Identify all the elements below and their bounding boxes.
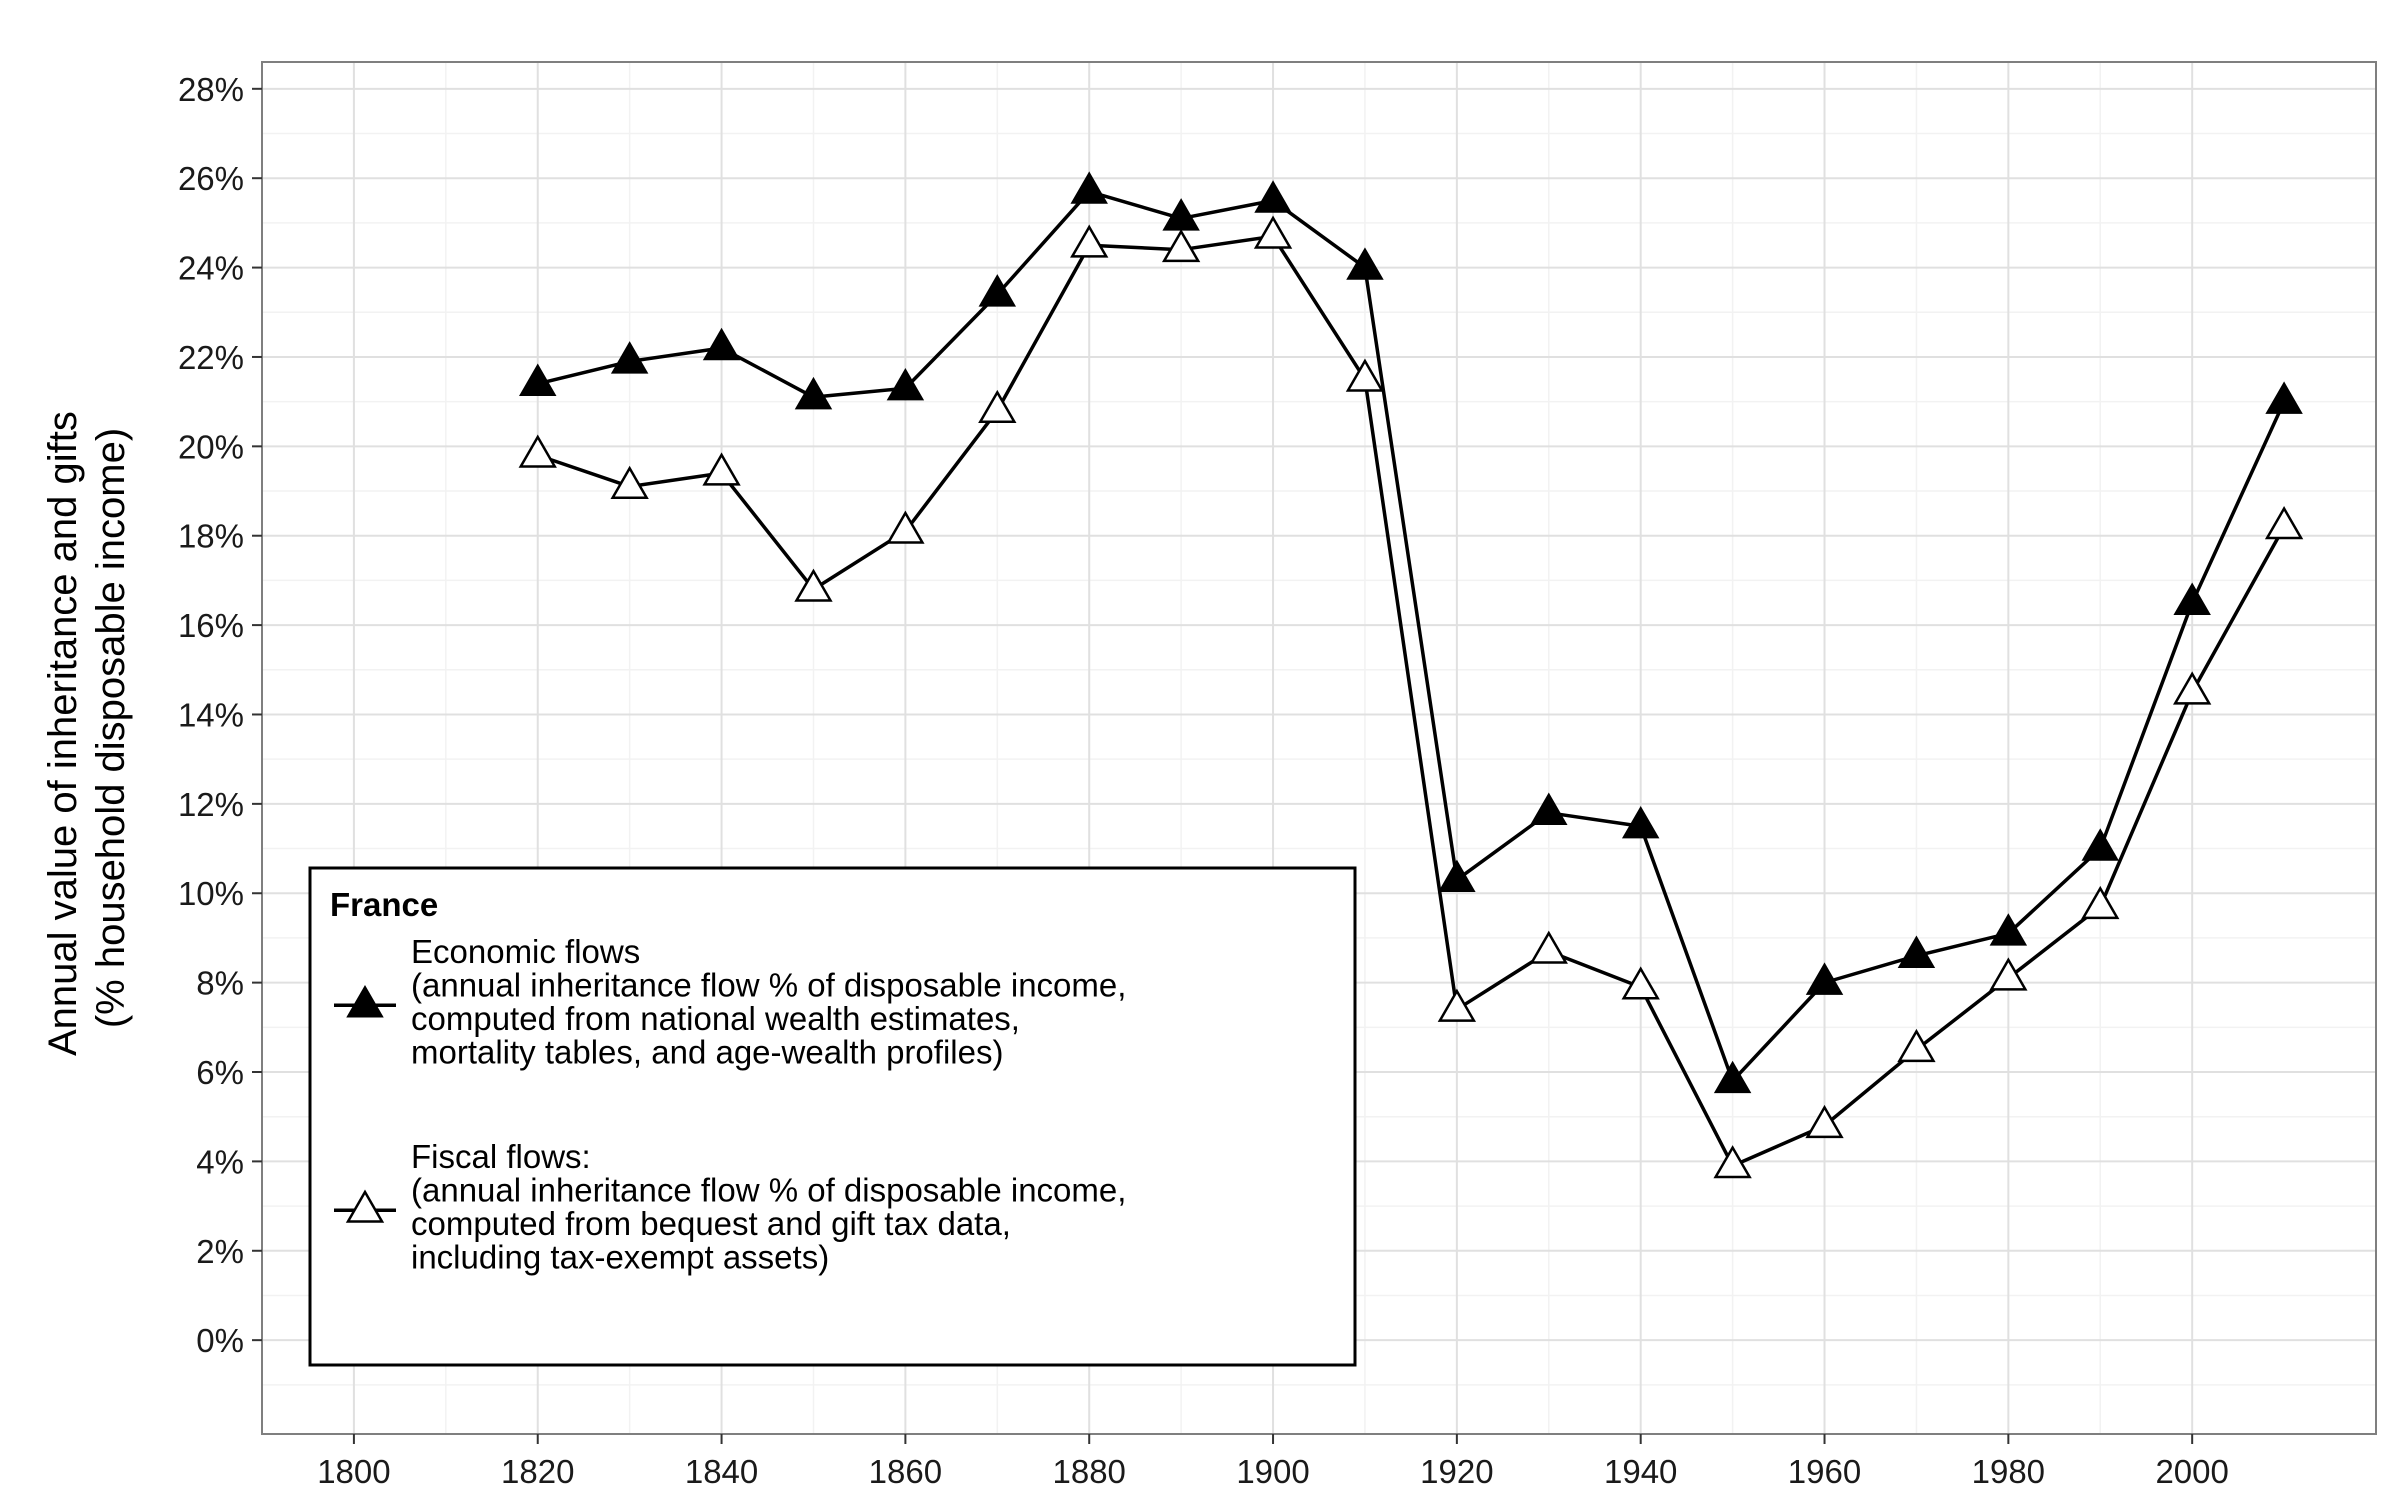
x-tick-label: 1880 [1053, 1453, 1126, 1490]
x-tick-label: 1900 [1236, 1453, 1309, 1490]
fiscal-flow-point [702, 452, 741, 486]
y-tick-label: 10% [178, 875, 244, 912]
economic-flow-point [519, 363, 557, 396]
x-tick-label: 1820 [501, 1453, 574, 1490]
x-tick-label: 1940 [1604, 1453, 1677, 1490]
fiscal-flow-point [1070, 224, 1109, 258]
fiscal-flow-point [1253, 215, 1293, 249]
series-fiscal-flows [518, 215, 2304, 1179]
y-axis-title-line-2: (% household disposable income) [89, 428, 133, 1028]
economic-flow-point [1346, 247, 1384, 280]
legend-text-line: computed from bequest and gift tax data, [411, 1205, 1011, 1242]
x-tick-label: 1800 [317, 1453, 390, 1490]
economic-flow-point [1897, 935, 1936, 968]
x-tick-label: 1960 [1788, 1453, 1861, 1490]
economic-flow-point [610, 341, 649, 374]
legend-text-line: mortality tables, and age-wealth profile… [411, 1034, 1003, 1071]
filled-triangle-icon [346, 984, 384, 1018]
y-tick-label: 6% [196, 1054, 244, 1091]
y-tick-label: 20% [178, 428, 244, 465]
fiscal-flow-point [2173, 671, 2212, 705]
fiscal-flow-point [610, 465, 649, 499]
economic-flow-point [1530, 792, 1568, 825]
fiscal-flow-point [1805, 1104, 1844, 1139]
legend: France Economic flows (annual inheritance… [308, 866, 1357, 1367]
y-tick-label: 28% [178, 71, 244, 108]
y-tick-label: 8% [196, 965, 244, 1002]
y-tick-label: 16% [178, 607, 244, 644]
fiscal-flow-point [2081, 885, 2120, 920]
legend-text-line: including tax-exempt assets) [411, 1239, 829, 1276]
economic-flow-point [1989, 913, 2028, 946]
x-tick-label: 1840 [685, 1453, 758, 1490]
fiscal-flow-point [518, 434, 557, 468]
y-tick-label: 26% [178, 160, 244, 197]
legend-box [308, 866, 1357, 1367]
fiscal-flow-point [978, 389, 1017, 424]
y-tick-label: 4% [196, 1143, 244, 1180]
fiscal-flow-point [1989, 957, 2028, 991]
legend-text-line: (annual inheritance flow % of disposable… [411, 1172, 1126, 1209]
economic-flow-point [978, 274, 1017, 307]
legend-entries: Economic flows (annual inheritance flow %… [334, 933, 1126, 1276]
y-axis-tick-labels: 0% 2% 4% 6% 8% 10% 12% 14% 16% 18% 20% 22% 24% 26% 28% [178, 71, 244, 1359]
economic-flow-point [1438, 859, 1476, 893]
legend-entry-text: Economic flows (annual inheritance flow %… [411, 933, 1126, 1071]
economic-flow-point [1070, 171, 1108, 204]
economic-flow-point [886, 367, 925, 401]
x-tick-label: 2000 [2155, 1453, 2228, 1490]
legend-text-line: Fiscal flows: [411, 1138, 591, 1175]
fiscal-flow-point [1345, 358, 1385, 392]
x-axis-tick-labels: 1800 1820 1840 1860 1880 1900 1920 1940 1960 1980… [317, 1453, 2229, 1490]
economic-flow-point [1805, 962, 1844, 995]
legend-entry-fiscal-flows: Fiscal flows: (annual inheritance flow % … [334, 1138, 1126, 1276]
fiscal-flow-point [886, 510, 925, 544]
fiscal-flow-point [794, 568, 833, 602]
y-tick-label: 0% [196, 1322, 244, 1359]
fiscal-flow-point [1437, 988, 1477, 1022]
x-tick-label: 1860 [869, 1453, 942, 1490]
legend-entry-economic-flows: Economic flows (annual inheritance flow %… [334, 933, 1126, 1071]
economic-flow-point [2265, 381, 2303, 414]
economic-flow-point [1713, 1060, 1752, 1094]
y-tick-label: 12% [178, 786, 244, 823]
fiscal-flow-point [1897, 1028, 1936, 1063]
legend-entry-text: Fiscal flows: (annual inheritance flow % … [411, 1138, 1126, 1276]
y-axis-title-line-1: Annual value of inheritance and gifts [41, 411, 85, 1056]
y-axis-title: Annual value of inheritance and gifts (%… [41, 400, 133, 1056]
y-tick-label: 18% [178, 518, 244, 555]
fiscal-flow-point [1529, 930, 1568, 964]
fiscal-flow-point [1621, 966, 1660, 1000]
y-tick-label: 22% [178, 339, 244, 376]
legend-text-line: (annual inheritance flow % of disposable… [411, 967, 1126, 1004]
economic-flow-point [2081, 828, 2119, 861]
fiscal-flow-point [2264, 506, 2304, 540]
series-line [537, 189, 2286, 1083]
y-tick-label: 24% [178, 250, 244, 287]
economic-flow-point [1254, 180, 1292, 213]
hollow-triangle-icon [345, 1189, 385, 1223]
fiscal-flow-point [1713, 1145, 1752, 1179]
economic-flow-point [2173, 582, 2211, 615]
axis-ticks [252, 87, 2194, 1444]
legend-text-line: computed from national wealth estimates, [411, 1000, 1020, 1037]
x-tick-label: 1980 [1972, 1453, 2045, 1490]
y-tick-label: 2% [196, 1233, 244, 1270]
fiscal-flow-point [1161, 228, 1201, 263]
legend-text-line: Economic flows [411, 933, 640, 970]
economic-flow-point [1621, 805, 1660, 839]
series-economic-flows [519, 171, 2303, 1094]
legend-title: France [330, 886, 438, 923]
economic-flow-point [702, 327, 741, 361]
plot-panel-border [261, 61, 2377, 1435]
data-series [518, 171, 2304, 1179]
x-tick-label: 1920 [1420, 1453, 1493, 1490]
y-tick-label: 14% [178, 696, 244, 733]
economic-flow-point [794, 376, 833, 410]
